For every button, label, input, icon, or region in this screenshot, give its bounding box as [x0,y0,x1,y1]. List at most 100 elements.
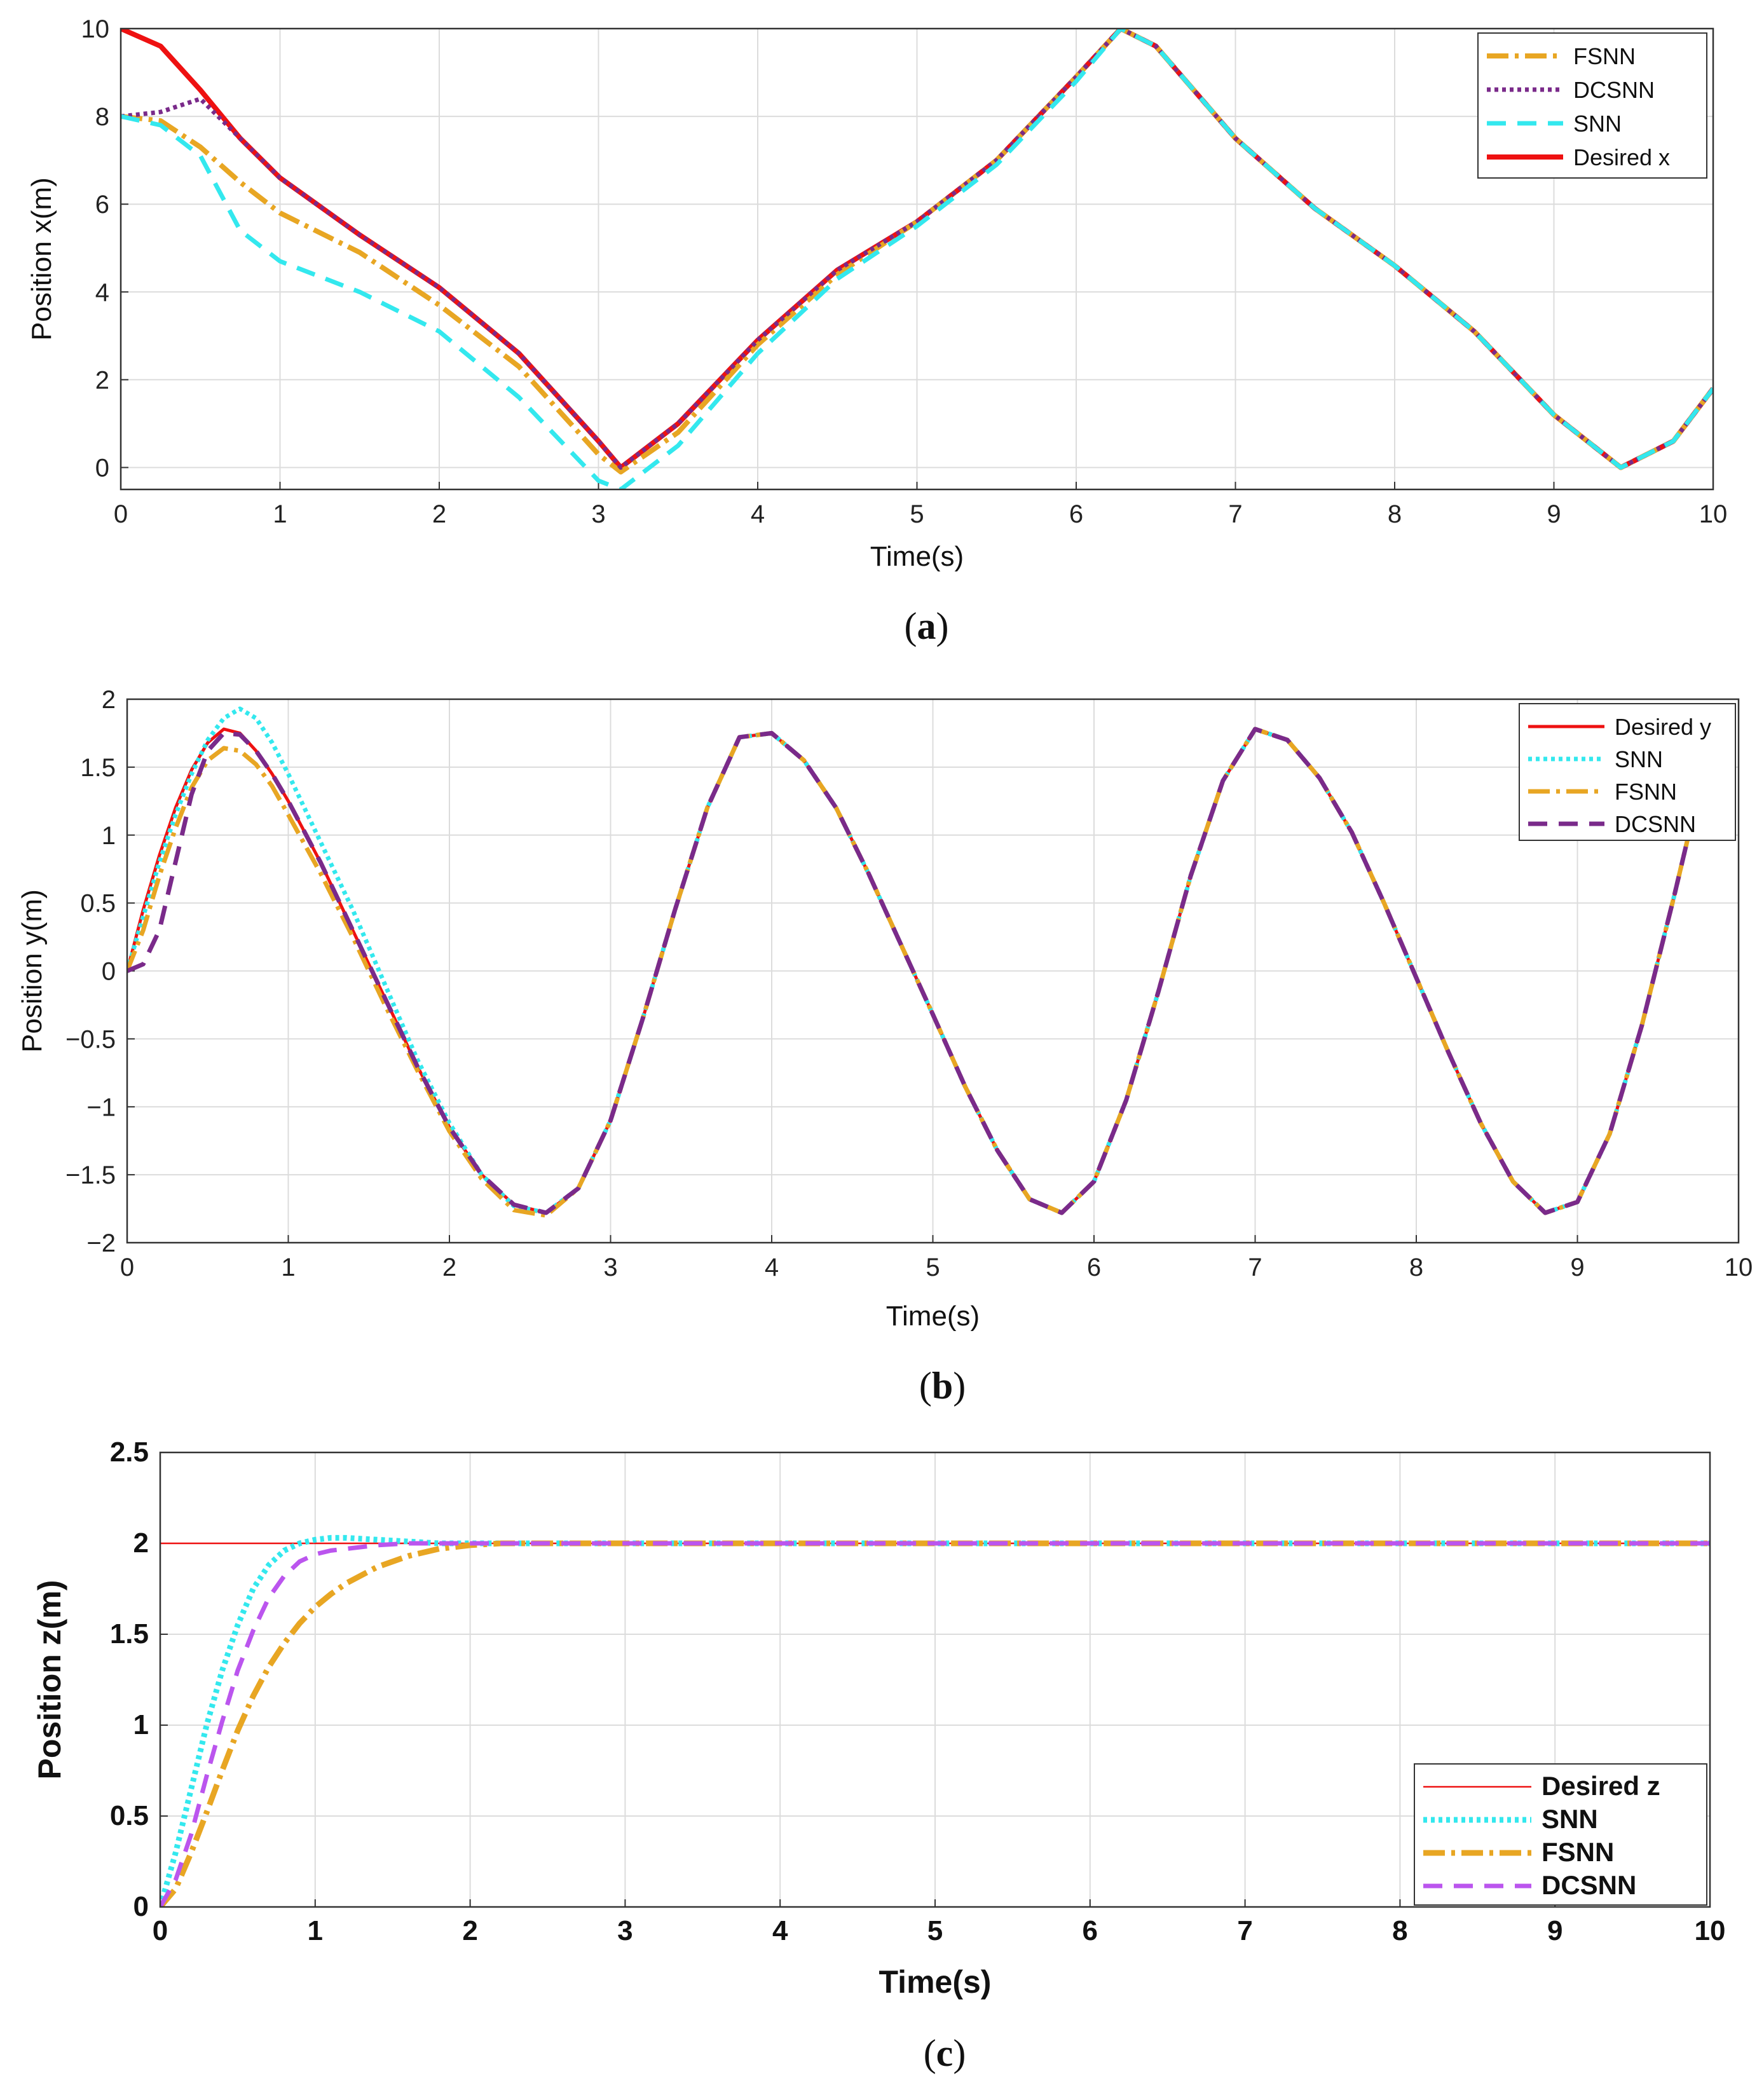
x-tick-label: 1 [281,1253,295,1281]
x-axis-label: Time(s) [870,541,964,572]
x-tick-label: 9 [1570,1253,1584,1281]
series-group [127,706,1693,1218]
x-axis-label: Time(s) [886,1301,980,1332]
legend-label: DCSNN [1542,1870,1636,1900]
x-tick-label: 5 [927,1915,943,1946]
subfigure-caption: (a) [905,605,949,647]
caption-letter: c [936,2032,954,2074]
caption-open: ( [924,2032,936,2074]
y-tick-label: −1 [86,1093,116,1121]
chart-panel-a: 0 1 2 3 4 5 6 7 8 9 10 0 2 4 6 8 10 Time(s) Position x(m) (… [26,15,1727,647]
x-tick-label: 6 [1087,1253,1101,1281]
legend-label: DCSNN [1573,77,1655,103]
y-tick-label: 8 [95,103,109,131]
legend-label: SNN [1615,746,1663,772]
x-tick-label: 9 [1547,1915,1562,1946]
x-tick-label: 7 [1228,500,1242,528]
x-tick-label: 4 [751,500,765,528]
subfigure-caption: (c) [924,2032,966,2074]
y-tick-label: 2.5 [110,1437,149,1468]
x-tick-label: 3 [591,500,605,528]
y-tick-label: 0.5 [80,890,116,918]
axes-frame [126,698,1740,1244]
caption-letter: a [917,605,936,647]
y-tick-label: 10 [81,15,110,43]
x-tick-label: 4 [765,1253,779,1281]
x-tick-label: 8 [1388,500,1402,528]
x-tick-label: 4 [772,1915,788,1946]
y-tick-label: 1.5 [80,754,116,782]
x-tick-label: 10 [1725,1253,1753,1281]
subfigure-caption: (b) [919,1365,966,1407]
y-tick-label: −0.5 [65,1025,116,1053]
y-tick-label: 2 [95,366,109,394]
x-tick-label: 0 [114,500,128,528]
chart-panel-c: 0 1 2 3 4 5 6 7 8 9 10 0 0.5 1 1.5 2 2.5 Time(s) Position … [32,1437,1725,2074]
legend-label: SNN [1542,1804,1598,1834]
legend: FSNN DCSNN SNN Desired x [1477,32,1707,179]
y-tick-label: 0.5 [110,1800,149,1831]
x-tick-label: 3 [617,1915,632,1946]
caption-open: ( [905,605,917,647]
series-line-dcsnn [160,1541,1710,1907]
y-tick-label: 4 [95,278,109,306]
x-tick-label: 5 [926,1253,940,1281]
x-tick-label: 8 [1392,1915,1407,1946]
y-tick-label: 2 [102,686,116,714]
caption-letter: b [932,1365,953,1407]
chart-panel-b: 0 1 2 3 4 5 6 7 8 9 10 −2 −1.5 −1 −0.5 0 0.5 1 1.5 2 Time(s)… [17,686,1753,1407]
series-line-snn [121,29,1713,489]
y-tick-label: 0 [133,1891,149,1922]
y-tick-label: −1.5 [65,1161,116,1189]
caption-close: ) [936,605,949,647]
y-tick-label: 0 [95,454,109,482]
axes-frame [120,27,1714,491]
caption-close: ) [953,1365,966,1407]
legend-label: SNN [1573,111,1622,137]
caption-open: ( [919,1365,932,1407]
x-tick-label: 7 [1248,1253,1262,1281]
series-group [160,1534,1710,1907]
x-tick-label: 1 [273,500,287,528]
series-group [121,29,1713,489]
x-tick-label: 7 [1237,1915,1252,1946]
legend-label: Desired y [1615,714,1711,740]
legend-label: DCSNN [1615,811,1696,837]
legend-label: Desired x [1573,144,1670,170]
x-tick-label: 3 [603,1253,617,1281]
x-tick-label: 9 [1547,500,1561,528]
x-tick-label: 2 [462,1915,477,1946]
legend-label: FSNN [1573,43,1636,69]
series-line-fsnn [160,1540,1710,1907]
x-tick-label: 2 [432,500,446,528]
y-tick-label: 1 [133,1709,149,1740]
y-tick-label: 1 [102,822,116,850]
axes-frame [159,1451,1711,1908]
legend-label: Desired z [1542,1771,1660,1801]
legend: Desired y SNN FSNN DCSNN [1519,703,1736,841]
x-tick-label: 8 [1409,1253,1423,1281]
x-tick-label: 10 [1695,1915,1726,1946]
x-tick-label: 2 [442,1253,456,1281]
y-axis-label: Position z(m) [32,1580,67,1780]
x-tick-label: 10 [1699,500,1728,528]
x-tick-label: 1 [308,1915,323,1946]
legend-label: FSNN [1615,779,1677,805]
x-axis-label: Time(s) [879,1964,992,2000]
x-tick-label: 6 [1083,1915,1098,1946]
y-tick-label: 6 [95,191,109,219]
y-tick-label: 2 [133,1527,149,1559]
y-tick-label: 1.5 [110,1618,149,1649]
x-tick-label: 5 [910,500,924,528]
y-tick-label: −2 [86,1229,116,1257]
series-line-dcsnn [127,727,1693,1215]
caption-close: ) [953,2032,966,2074]
x-tick-label: 0 [153,1915,168,1946]
y-tick-label: 0 [102,958,116,986]
x-tick-label: 0 [120,1253,134,1281]
legend-label: FSNN [1542,1837,1614,1867]
y-axis-label: Position x(m) [26,177,57,341]
x-tick-label: 6 [1069,500,1083,528]
